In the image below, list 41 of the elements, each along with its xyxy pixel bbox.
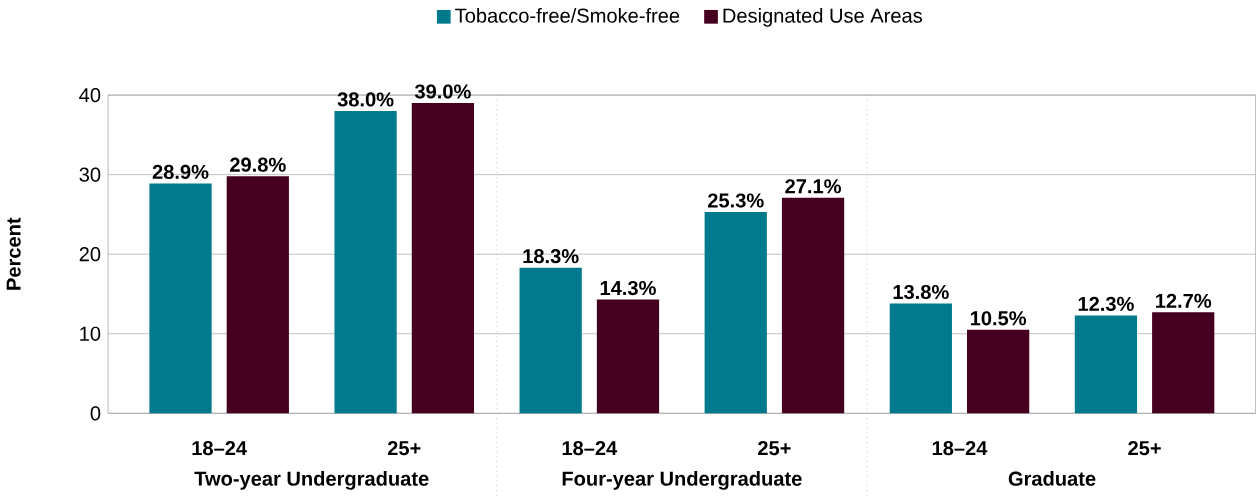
bar bbox=[1152, 312, 1215, 414]
data-label: 13.8% bbox=[893, 284, 949, 300]
x-tick-label: 18–24 bbox=[932, 441, 988, 456]
data-label: 38.0% bbox=[337, 92, 394, 107]
bar bbox=[704, 212, 767, 414]
data-label: 12.7% bbox=[1156, 293, 1212, 308]
data-label: 39.0% bbox=[414, 84, 471, 99]
bar bbox=[889, 303, 952, 414]
text: Two-year Undergraduate bbox=[194, 471, 429, 490]
text: Four-year Undergraduate bbox=[562, 471, 802, 490]
x-tick-label: 25+ bbox=[387, 441, 421, 456]
data-label: 12.3% bbox=[1078, 296, 1134, 312]
y-tick-label: 0 bbox=[90, 406, 101, 421]
bar bbox=[967, 329, 1030, 414]
y-tick-label: 20 bbox=[79, 247, 101, 262]
x-tick-label: 25+ bbox=[758, 441, 791, 456]
data-label: 14.3% bbox=[600, 280, 656, 296]
y-tick-label: 40 bbox=[79, 87, 101, 103]
data-label: 25.3% bbox=[707, 193, 764, 208]
bar bbox=[519, 267, 582, 414]
x-tick-label: 25+ bbox=[1128, 441, 1161, 456]
legend-label: Tobacco-free/Smoke-free bbox=[455, 8, 680, 23]
data-label: 29.8% bbox=[230, 157, 286, 172]
bar bbox=[334, 110, 397, 414]
bar bbox=[149, 183, 212, 414]
bar bbox=[596, 299, 660, 414]
y-tick-label: 30 bbox=[79, 167, 101, 182]
bar bbox=[1074, 315, 1138, 414]
data-label: 27.1% bbox=[785, 179, 841, 194]
data-label: 28.9% bbox=[152, 164, 209, 179]
bar bbox=[226, 176, 289, 414]
data-label: 18.3% bbox=[523, 249, 579, 264]
text: Graduate bbox=[1008, 471, 1096, 486]
x-tick-label: 18–24 bbox=[192, 441, 247, 456]
x-tick-label: 18–24 bbox=[562, 441, 618, 456]
data-label: 10.5% bbox=[970, 311, 1027, 326]
legend-label: Designated Use Areas bbox=[723, 8, 923, 27]
bar bbox=[781, 197, 845, 414]
y-axis-title: Percent bbox=[6, 217, 21, 290]
bar bbox=[411, 103, 475, 414]
y-tick-label: 10 bbox=[80, 326, 101, 341]
